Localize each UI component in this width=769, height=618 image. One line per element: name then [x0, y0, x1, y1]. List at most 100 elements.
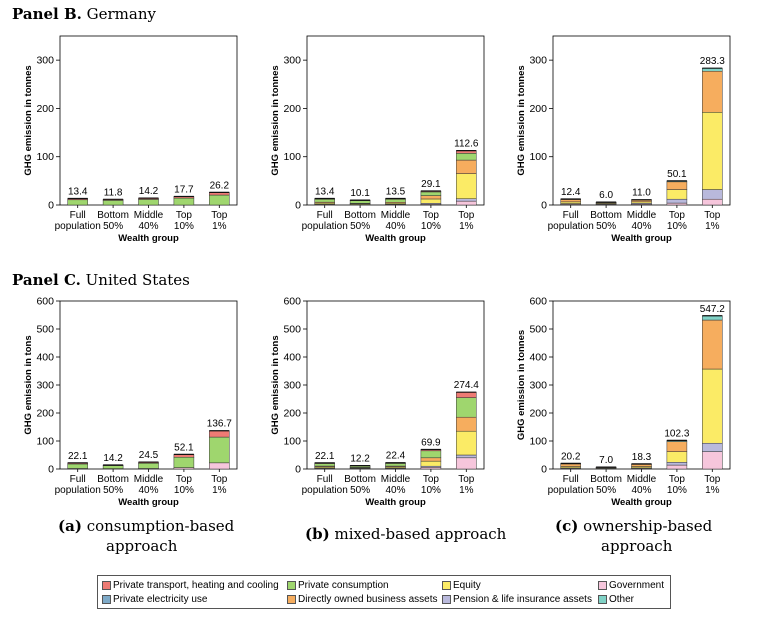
legend-label: Government: [609, 580, 665, 591]
x-tick-label: population: [55, 485, 101, 496]
data-label: 274.4: [454, 380, 479, 391]
y-tick-label: 100: [283, 151, 301, 163]
legend-label: Private consumption: [298, 580, 389, 591]
legend-item-consumption: Private consumption: [287, 580, 389, 591]
x-tick-label: Top: [211, 474, 228, 485]
legend: Private transport, heating and cooling P…: [97, 575, 671, 609]
bar-segment-business: [666, 181, 688, 190]
legend-label: Other: [609, 594, 635, 605]
bar-segment-consumption: [420, 450, 442, 459]
data-label: 283.3: [700, 56, 725, 67]
x-tick-label: 1%: [459, 221, 474, 232]
bar-segment-equity: [420, 460, 442, 467]
data-label: 12.4: [561, 187, 581, 198]
bar-segment-consumption: [209, 436, 230, 464]
x-axis-label: Wealth group: [365, 497, 426, 508]
caption-line2: approach: [601, 537, 673, 555]
x-axis-label: Wealth group: [118, 497, 179, 508]
bar-segment-business: [420, 457, 442, 462]
y-tick-label: 200: [529, 103, 547, 115]
x-tick-label: 50%: [596, 485, 616, 496]
bar-segment-consumption: [102, 200, 124, 206]
y-tick-label: 400: [283, 352, 301, 364]
y-tick-label: 600: [529, 296, 547, 308]
x-axis-label: Wealth group: [365, 233, 426, 244]
x-tick-label: Top: [669, 210, 686, 221]
y-tick-label: 300: [529, 380, 547, 392]
bar-segment-consumption: [173, 197, 195, 206]
y-axis-label: GHG emission in tonnes: [270, 65, 281, 175]
x-tick-label: 1%: [459, 485, 474, 496]
bar-segment-consumption: [138, 463, 159, 469]
x-tick-label: Full: [70, 210, 86, 221]
bar-segment-transport: [209, 430, 230, 438]
data-label: 52.1: [174, 442, 194, 453]
plot-frame: [552, 35, 731, 206]
x-tick-label: Middle: [134, 474, 164, 485]
panel-title-united-states: Panel C. United States: [12, 271, 190, 289]
chart-4: 0 100 200 300 400 500 600 GHG emission in tons F…: [270, 296, 485, 508]
x-tick-label: population: [302, 221, 348, 232]
y-tick-label: 100: [283, 436, 301, 448]
y-tick-label: 500: [529, 324, 547, 336]
bar-segment-pension: [456, 454, 477, 459]
y-axis-label: GHG emission in tonnes: [516, 330, 527, 440]
legend-item-pension: Pension & life insurance assets: [442, 594, 592, 605]
data-label: 14.2: [139, 186, 159, 197]
bar-segment-consumption: [314, 199, 335, 203]
y-tick-label: 100: [36, 436, 54, 448]
caption-c: (c) ownership-based approach: [555, 516, 712, 556]
x-tick-label: Bottom: [97, 474, 129, 485]
x-tick-label: population: [302, 485, 348, 496]
x-tick-label: Bottom: [590, 474, 622, 485]
bar-segment-business: [631, 464, 652, 467]
legend-swatch: [287, 581, 296, 590]
x-tick-label: Full: [70, 474, 86, 485]
y-tick-label: 0: [541, 464, 547, 476]
x-tick-label: 40%: [138, 221, 158, 232]
chart-5: 0 100 200 300 400 500 600 GHG emission in tonne…: [516, 296, 731, 508]
data-label: 136.7: [207, 419, 232, 430]
panel-country: Germany: [86, 5, 156, 23]
legend-label: Pension & life insurance assets: [453, 594, 592, 605]
bar-segment-government: [702, 198, 723, 206]
y-tick-label: 100: [529, 151, 547, 163]
y-tick-label: 400: [36, 352, 54, 364]
data-label: 20.2: [561, 451, 581, 462]
plot-frame: [59, 35, 238, 206]
x-tick-label: population: [548, 485, 594, 496]
x-tick-label: 10%: [174, 221, 194, 232]
y-tick-label: 200: [36, 103, 54, 115]
data-label: 18.3: [632, 452, 652, 463]
y-tick-label: 200: [283, 408, 301, 420]
legend-swatch: [598, 595, 607, 604]
x-tick-label: 1%: [212, 485, 227, 496]
x-tick-label: population: [548, 221, 594, 232]
bar-segment-consumption: [349, 200, 371, 204]
legend-label: Private transport, heating and cooling: [113, 580, 279, 591]
y-tick-label: 600: [36, 296, 54, 308]
x-tick-label: Top: [704, 210, 721, 221]
caption-line2: approach: [106, 537, 178, 555]
legend-swatch: [287, 595, 296, 604]
bar-segment-government: [456, 200, 477, 206]
data-label: 22.1: [68, 451, 88, 462]
bar-segment-consumption: [173, 456, 195, 468]
x-tick-label: Full: [317, 474, 333, 485]
y-tick-label: 0: [48, 200, 54, 212]
bar-segment-other: [702, 315, 723, 321]
legend-label: Private electricity use: [113, 594, 208, 605]
legend-label: Equity: [453, 580, 481, 591]
bar-segment-business: [456, 416, 477, 432]
x-tick-label: Top: [176, 210, 193, 221]
x-tick-label: Top: [176, 474, 193, 485]
y-tick-label: 500: [36, 324, 54, 336]
y-tick-label: 200: [36, 408, 54, 420]
x-tick-label: Middle: [381, 474, 411, 485]
data-label: 17.7: [174, 184, 194, 195]
bar-segment-business: [560, 463, 581, 467]
bar-segment-consumption: [456, 153, 477, 161]
x-tick-label: 10%: [667, 221, 687, 232]
